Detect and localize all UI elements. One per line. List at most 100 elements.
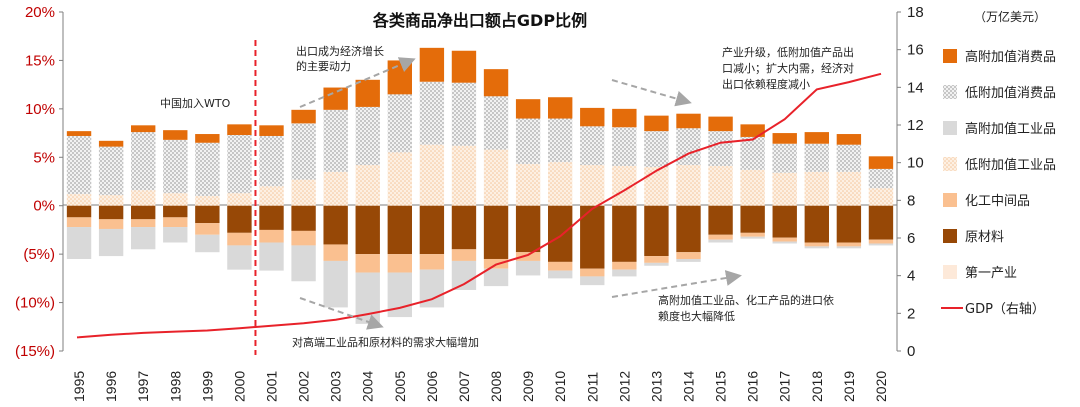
bar-chem-intermediate [676,252,701,259]
bar-high-value-consumer [740,124,765,137]
bar-low-value-industrial [419,144,445,206]
bar-low-value-industrial [772,172,797,206]
bar-high-value-consumer [323,87,348,110]
bar-low-value-industrial [66,194,92,206]
bar-low-value-consumer [259,135,284,187]
bar-low-value-industrial [740,169,765,206]
legend-swatch [943,85,957,99]
bar-high-value-industrial [868,243,894,246]
bar-low-value-industrial [355,165,380,206]
bar-low-value-consumer [580,126,605,166]
bar-low-value-industrial [644,166,669,206]
x-tick-label: 2014 [681,371,697,402]
x-tick-label: 2019 [841,371,857,402]
bar-high-value-consumer [580,107,605,127]
bar-high-value-industrial [804,246,829,249]
right-tick-label: 4 [907,268,915,285]
bar-high-value-industrial [66,227,92,259]
bar-high-value-consumer [387,60,412,95]
right-axis-ticks: 0 2 4 6 8 10 12 14 16 18 [897,4,924,360]
bar-low-value-consumer [644,131,669,167]
bar-low-value-consumer [355,106,380,166]
bar-low-value-consumer [98,146,124,196]
bar-raw-materials [131,205,156,220]
x-tick-label: 2010 [552,371,568,402]
bar-high-value-industrial [612,269,637,277]
x-tick-label: 1998 [167,371,183,402]
bar-high-value-industrial [291,245,316,282]
left-tick-label: 15% [25,52,55,69]
bar-low-value-industrial [515,164,541,206]
wto-annotation: 中国加入WTO [160,97,231,110]
bar-chem-intermediate [708,234,733,240]
bar-low-value-consumer [483,96,509,150]
bar-low-value-industrial [483,149,509,206]
arrow-demand [299,297,384,330]
x-tick-label: 2006 [424,371,440,402]
x-tick-label: 2003 [328,371,344,402]
bar-low-value-industrial [259,186,284,206]
x-tick-label: 2012 [616,371,632,402]
legend-label: 高附加值工业品 [965,121,1056,137]
bar-high-value-industrial [580,276,605,286]
annotation-export-driver: 出口成为经济增长 的主要动力 [296,44,388,73]
left-tick-label: (15%) [15,343,55,360]
right-tick-label: 18 [907,4,924,21]
bar-low-value-consumer [387,94,412,153]
bar-raw-materials [195,205,220,224]
bar-chem-intermediate [612,261,637,270]
bar-high-value-consumer [515,99,541,119]
bar-raw-materials [548,205,573,262]
bars-group [66,47,894,324]
bar-low-value-consumer [66,135,92,195]
bar-raw-materials [612,205,637,262]
bar-raw-materials [804,205,829,243]
bar-raw-materials [419,205,445,255]
bar-raw-materials [98,205,124,220]
bar-low-value-industrial [291,179,316,206]
left-tick-label: 20% [25,4,55,21]
bar-low-value-industrial [451,145,477,206]
bar-raw-materials [740,205,765,233]
bar-low-value-industrial [195,196,220,206]
bar-low-value-consumer [451,82,477,146]
bar-chem-intermediate [804,242,829,247]
legend-label: 低附加值消费品 [965,85,1056,101]
bar-high-value-consumer [676,113,701,129]
bar-chem-intermediate [355,254,380,273]
legend-swatch [943,193,957,207]
right-tick-label: 0 [907,343,915,360]
bar-high-value-industrial [131,227,156,250]
legend: 高附加值消费品低附加值消费品高附加值工业品低附加值工业品化工中间品原材料第一产业… [941,49,1056,317]
x-tick-label: 2020 [873,371,889,402]
bar-high-value-consumer [868,156,894,169]
x-tick-label: 1999 [199,371,215,402]
x-tick-label: 2007 [456,371,472,402]
bar-high-value-consumer [98,140,124,147]
bar-high-value-industrial [548,270,573,279]
bar-raw-materials [291,205,316,231]
bar-low-value-consumer [868,168,894,189]
left-axis-ticks: 20% 15% 10% 5% 0% (5%) (10%) (15%) [15,4,63,360]
right-tick-label: 16 [907,42,924,59]
bar-high-value-industrial [195,234,220,253]
bar-high-value-industrial [259,242,284,271]
bar-high-value-consumer [483,69,509,97]
bar-high-value-industrial [772,241,797,244]
bar-low-value-consumer [291,123,316,180]
left-tick-label: (5%) [23,246,55,263]
legend-label: 第一产业 [965,266,1017,281]
bar-high-value-consumer [227,124,252,136]
bar-high-value-consumer [644,115,669,132]
bar-low-value-industrial [708,166,733,206]
left-tick-label: 0% [33,198,55,215]
bar-chem-intermediate [868,239,894,244]
bar-chem-intermediate [323,244,348,261]
arrow-upgrade [611,79,692,107]
bar-low-value-consumer [419,81,445,145]
annotation-demand: 对高端工业品和原材料的需求大幅增加 [292,335,479,349]
annotation-import-dependency: 高附加值工业品、化工产品的进口依 赖度也大幅降低 [658,293,838,323]
bar-low-value-consumer [708,131,733,167]
bar-low-value-industrial [548,162,573,206]
